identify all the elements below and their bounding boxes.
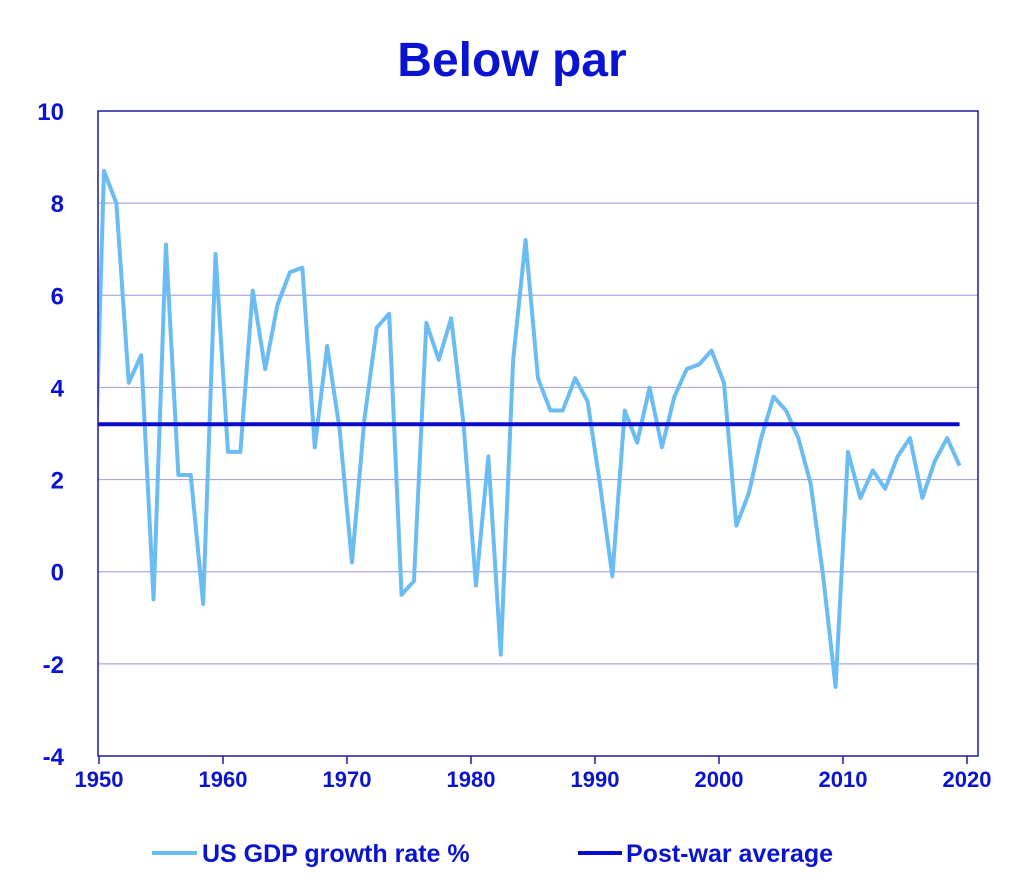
x-tick-label: 2020: [943, 767, 992, 792]
x-tick-label: 1980: [447, 767, 496, 792]
plot-area-border: [97, 110, 979, 757]
legend-label-average: Post-war average: [626, 840, 833, 868]
chart-title: Below par: [397, 34, 626, 87]
y-tick-label: 2: [51, 468, 64, 495]
x-tick-label: 1970: [323, 767, 372, 792]
x-tick-label: 1990: [571, 767, 620, 792]
y-tick-label: -2: [43, 652, 64, 679]
x-tick-label: 2010: [819, 767, 868, 792]
legend-label-gdp: US GDP growth rate %: [202, 840, 470, 868]
x-tick-label: 2000: [695, 767, 744, 792]
x-tick-label: 1960: [199, 767, 248, 792]
y-tick-label: 4: [51, 375, 65, 402]
y-tick-label: 0: [51, 560, 64, 587]
legend: US GDP growth rate % Post-war average: [152, 840, 833, 868]
y-tick-label: -4: [43, 744, 65, 771]
y-tick-label: 8: [51, 191, 64, 218]
x-tick-label: 1950: [75, 767, 124, 792]
y-tick-label: 6: [51, 283, 64, 310]
gdp-growth-line: [98, 168, 962, 689]
y-tick-label: 10: [37, 99, 64, 126]
